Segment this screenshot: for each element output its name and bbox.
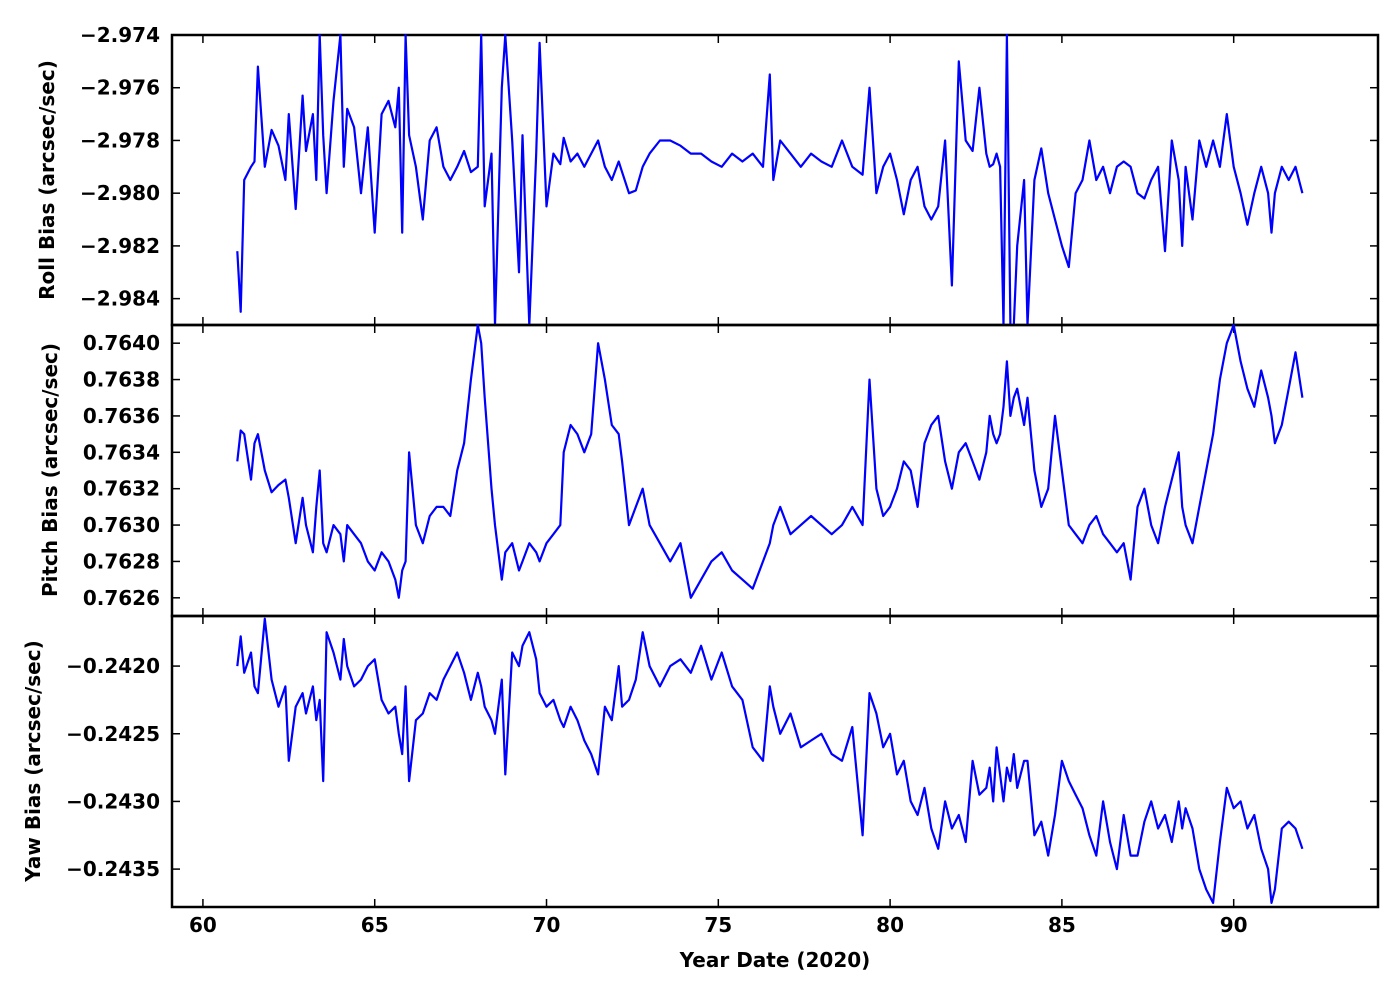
pitch-bias-y-tick-labels: 0.7626 0.7628 0.7630 0.7632 0.7634 0.7636 0.76… xyxy=(83,331,160,610)
yaw-bias-y-tick-label: −0.2435 xyxy=(66,857,160,881)
x-tick-label: 60 xyxy=(189,913,217,937)
pitch-bias-y-tick-label: 0.7628 xyxy=(83,549,160,573)
pitch-bias-y-tick-label: 0.7640 xyxy=(83,331,160,355)
roll-bias-y-tick-label: −2.980 xyxy=(80,181,160,205)
pitch-bias-panel: 0.7626 0.7628 0.7630 0.7632 0.7634 0.7636 0.76… xyxy=(38,323,1380,618)
pitch-bias-ticks xyxy=(172,325,1378,616)
roll-bias-panel: −2.984 −2.982 −2.980 −2.978 −2.976 −2.974 Rol… xyxy=(35,23,1380,327)
x-axis-label: Year Date (2020) xyxy=(679,948,871,972)
yaw-bias-y-tick-labels: −0.2435 −0.2430 −0.2425 −0.2420 xyxy=(66,654,160,881)
roll-bias-y-tick-label: −2.978 xyxy=(80,128,160,152)
yaw-bias-ticks xyxy=(172,616,1378,907)
x-tick-label: 80 xyxy=(876,913,904,937)
roll-bias-ticks xyxy=(172,34,1378,325)
x-tick-label: 65 xyxy=(361,913,389,937)
pitch-bias-y-tick-label: 0.7630 xyxy=(83,513,160,537)
pitch-bias-plot-frame xyxy=(170,323,1380,618)
roll-bias-y-tick-label: −2.974 xyxy=(80,23,160,47)
roll-bias-y-tick-label: −2.984 xyxy=(80,287,160,311)
yaw-bias-y-tick-label: −0.2420 xyxy=(66,654,160,678)
pitch-bias-y-tick-label: 0.7626 xyxy=(83,586,160,610)
roll-bias-plot-frame xyxy=(170,33,1380,327)
roll-bias-y-tick-labels: −2.984 −2.982 −2.980 −2.978 −2.976 −2.974 xyxy=(80,23,160,311)
yaw-bias-plot-frame xyxy=(170,614,1380,909)
yaw-bias-y-axis-label: Yaw Bias (arcsec/sec) xyxy=(21,640,45,883)
pitch-bias-y-tick-label: 0.7634 xyxy=(83,440,160,464)
yaw-bias-y-tick-label: −0.2425 xyxy=(66,722,160,746)
pitch-bias-y-tick-label: 0.7636 xyxy=(83,404,160,428)
yaw-bias-panel: −0.2435 −0.2430 −0.2425 −0.2420 Yaw Bias (a… xyxy=(21,614,1380,909)
roll-bias-series-line xyxy=(236,33,1304,327)
x-tick-labels: 60 65 70 75 80 85 90 xyxy=(189,913,1248,937)
roll-bias-y-tick-label: −2.982 xyxy=(80,234,160,258)
pitch-bias-series-line xyxy=(236,323,1304,599)
x-tick-label: 85 xyxy=(1048,913,1076,937)
yaw-bias-series-line xyxy=(236,617,1304,905)
yaw-bias-y-tick-label: −0.2430 xyxy=(66,789,160,813)
x-tick-label: 75 xyxy=(704,913,732,937)
roll-bias-y-tick-label: −2.976 xyxy=(80,76,160,100)
pitch-bias-y-tick-label: 0.7632 xyxy=(83,477,160,501)
x-tick-label: 90 xyxy=(1220,913,1248,937)
pitch-bias-y-tick-label: 0.7638 xyxy=(83,368,160,392)
roll-bias-y-axis-label: Roll Bias (arcsec/sec) xyxy=(35,60,59,300)
x-tick-label: 70 xyxy=(533,913,561,937)
pitch-bias-y-axis-label: Pitch Bias (arcsec/sec) xyxy=(38,343,62,597)
